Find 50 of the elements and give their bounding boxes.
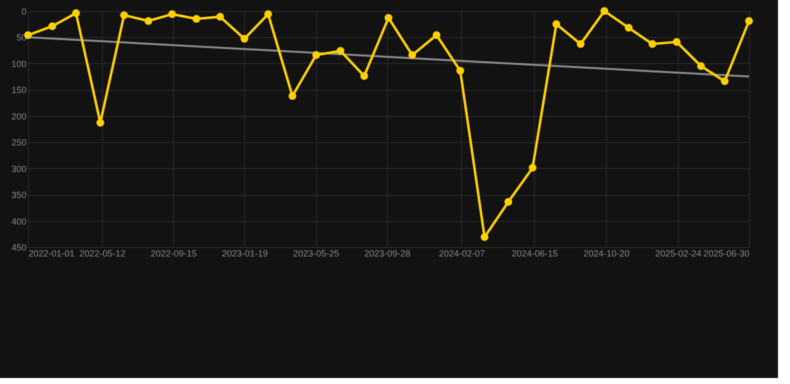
point [48, 22, 56, 30]
x-tick-label: 2023-09-28 [364, 248, 410, 258]
x-tick-label: 2022-09-15 [150, 248, 197, 258]
point [72, 9, 80, 17]
y-tick-label: 450 [11, 242, 26, 252]
x-tick-label: 2023-01-19 [222, 248, 268, 258]
point [745, 17, 753, 25]
point [96, 118, 104, 127]
y-tick-label: 250 [11, 138, 26, 148]
point [408, 51, 416, 59]
point [168, 10, 176, 18]
x-tick-label: 2023-05-25 [293, 248, 340, 258]
y-tick-label: 400 [11, 216, 26, 226]
x-tick-label: 2022-05-12 [80, 248, 126, 258]
point [600, 7, 608, 15]
point [697, 62, 705, 70]
point [432, 31, 440, 39]
x-tick-label: 2024-10-20 [584, 248, 630, 258]
point [288, 92, 296, 100]
point [456, 66, 464, 75]
point [240, 34, 248, 43]
x-tick-label: 2022-01-01 [28, 248, 75, 258]
point [528, 164, 536, 172]
x-tick-label: 2025-06-30 [703, 248, 750, 258]
y-tick-label: 200 [11, 111, 26, 122]
point [552, 20, 560, 28]
x-tick-label: 2024-06-15 [512, 248, 558, 258]
point [336, 46, 344, 55]
x-tick-label: 2024-02-07 [438, 248, 485, 258]
point [672, 38, 681, 46]
point [120, 11, 128, 20]
point [192, 15, 200, 23]
y-tick-label: 300 [11, 164, 26, 174]
y-tick-label: 350 [11, 190, 26, 200]
point [360, 72, 368, 80]
point [624, 24, 633, 32]
point [216, 12, 224, 21]
point [720, 77, 729, 86]
point [384, 14, 392, 22]
y-tick-label: 0 [21, 6, 26, 16]
point [576, 40, 584, 48]
point [144, 17, 152, 25]
y-tick-label: 100 [11, 58, 26, 69]
point [504, 198, 512, 206]
x-tick-label: 2025-02-24 [655, 248, 702, 258]
point [648, 40, 656, 48]
point [264, 10, 272, 18]
point [312, 51, 320, 59]
y-tick-label: 150 [11, 85, 26, 96]
point [480, 233, 488, 241]
